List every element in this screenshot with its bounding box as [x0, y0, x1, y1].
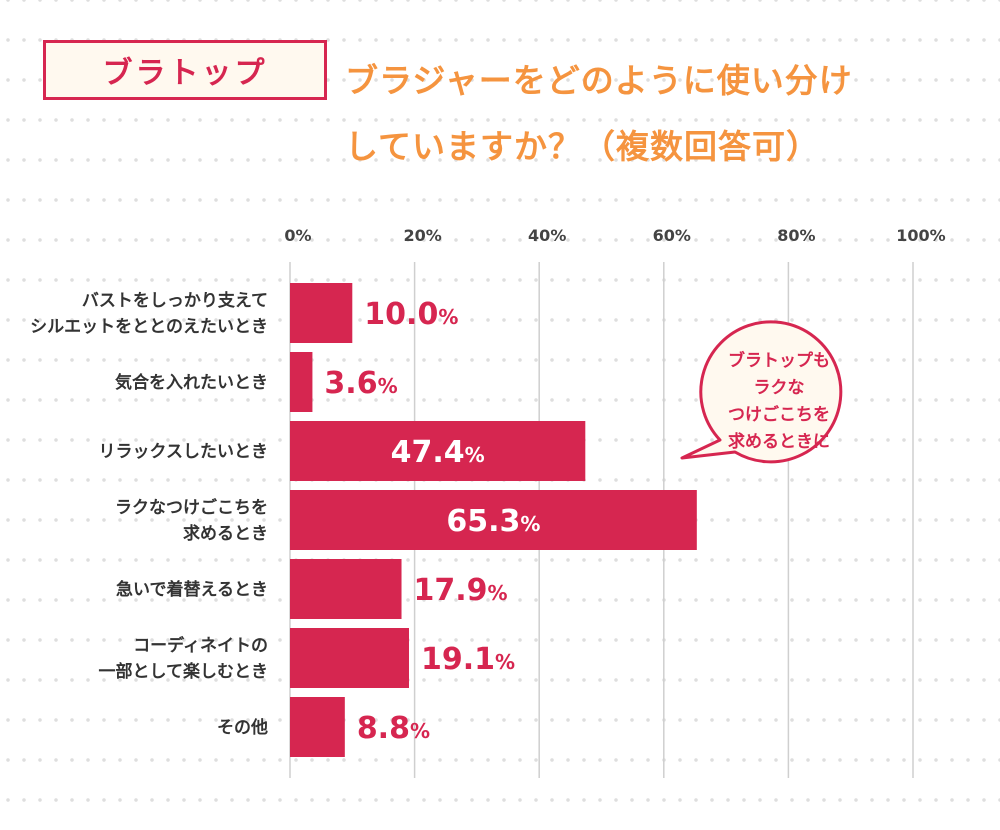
x-tick-label: 100%: [896, 226, 945, 245]
category-label: コーディネイトの: [133, 635, 268, 656]
category-label: バストをしっかり支えて: [82, 290, 268, 311]
category-label: シルエットをととのえたいとき: [30, 317, 268, 337]
title-line-2: していますか？（複数回答可）: [345, 127, 821, 166]
value-label: 19.1%: [421, 642, 515, 677]
category-label: 求めるとき: [183, 523, 268, 544]
category-label: リラックスしたいとき: [99, 442, 269, 462]
value-label: 47.4%: [391, 435, 485, 470]
value-label: 3.6%: [324, 366, 397, 401]
bar: [290, 697, 345, 757]
bar: [290, 490, 697, 550]
category-label: 気合を入れたいとき: [114, 372, 268, 393]
bar: [290, 559, 402, 619]
category-label: 一部として楽しむとき: [99, 661, 269, 682]
x-tick-label: 80%: [777, 226, 815, 245]
chart-title: ブラジャーをどのように使い分け していますか？（複数回答可）: [345, 48, 965, 180]
callout-text: ブラトップも: [728, 350, 830, 371]
bar: [290, 283, 353, 343]
x-tick-label: 60%: [653, 226, 691, 245]
value-label: 17.9%: [414, 573, 508, 608]
value-label: 65.3%: [446, 504, 540, 539]
category-label: 急いで着替えるとき: [116, 579, 268, 600]
value-label: 8.8%: [357, 711, 430, 746]
callout-text: ラクな: [754, 378, 805, 398]
callout-text: つけごこちを: [728, 404, 830, 425]
value-label: 10.0%: [364, 297, 458, 332]
bar: [290, 421, 586, 481]
category-label: ラクなつけごこちを: [115, 497, 268, 518]
bar: [290, 352, 313, 412]
x-tick-label: 40%: [528, 226, 566, 245]
x-tick-label: 0%: [284, 226, 311, 245]
title-line-1: ブラジャーをどのように使い分け: [345, 61, 853, 100]
category-tag: ブラトップ: [43, 40, 327, 100]
category-label: その他: [217, 717, 268, 738]
x-tick-label: 20%: [403, 226, 441, 245]
bar: [290, 628, 409, 688]
speech-bubble: [680, 320, 843, 464]
callout-text: 求めるときに: [728, 431, 830, 452]
